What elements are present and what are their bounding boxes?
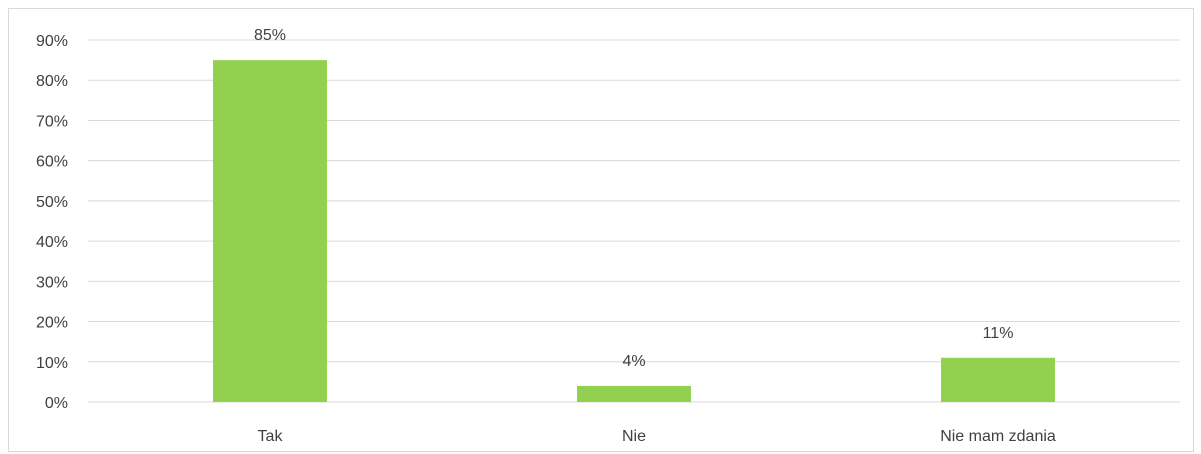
y-tick-label: 90% bbox=[36, 33, 68, 50]
y-tick-label: 60% bbox=[36, 154, 68, 171]
data-labels: 85% 4% 11% bbox=[254, 27, 1013, 370]
x-axis-category-labels: Tak Nie Nie mam zdania bbox=[258, 428, 1056, 445]
data-label: 11% bbox=[983, 325, 1014, 342]
y-tick-label: 80% bbox=[36, 73, 68, 90]
bar bbox=[213, 60, 327, 402]
bars bbox=[213, 60, 1055, 402]
y-tick-label: 20% bbox=[36, 315, 68, 332]
x-category-label: Nie mam zdania bbox=[940, 428, 1056, 445]
y-tick-label: 50% bbox=[36, 194, 68, 211]
bar bbox=[577, 385, 691, 402]
data-label: 85% bbox=[254, 27, 286, 44]
y-tick-label: 0% bbox=[45, 395, 68, 412]
y-tick-label: 70% bbox=[36, 113, 68, 130]
data-label: 4% bbox=[622, 353, 645, 370]
x-category-label: Tak bbox=[258, 428, 284, 445]
x-category-label: Nie bbox=[622, 428, 646, 445]
bar bbox=[941, 357, 1055, 402]
y-tick-label: 40% bbox=[36, 234, 68, 251]
y-tick-label: 30% bbox=[36, 274, 68, 291]
y-tick-label: 10% bbox=[36, 355, 68, 372]
y-axis-tick-labels: 0% 10% 20% 30% 40% 50% 60% 70% 80% 90% bbox=[36, 33, 68, 412]
